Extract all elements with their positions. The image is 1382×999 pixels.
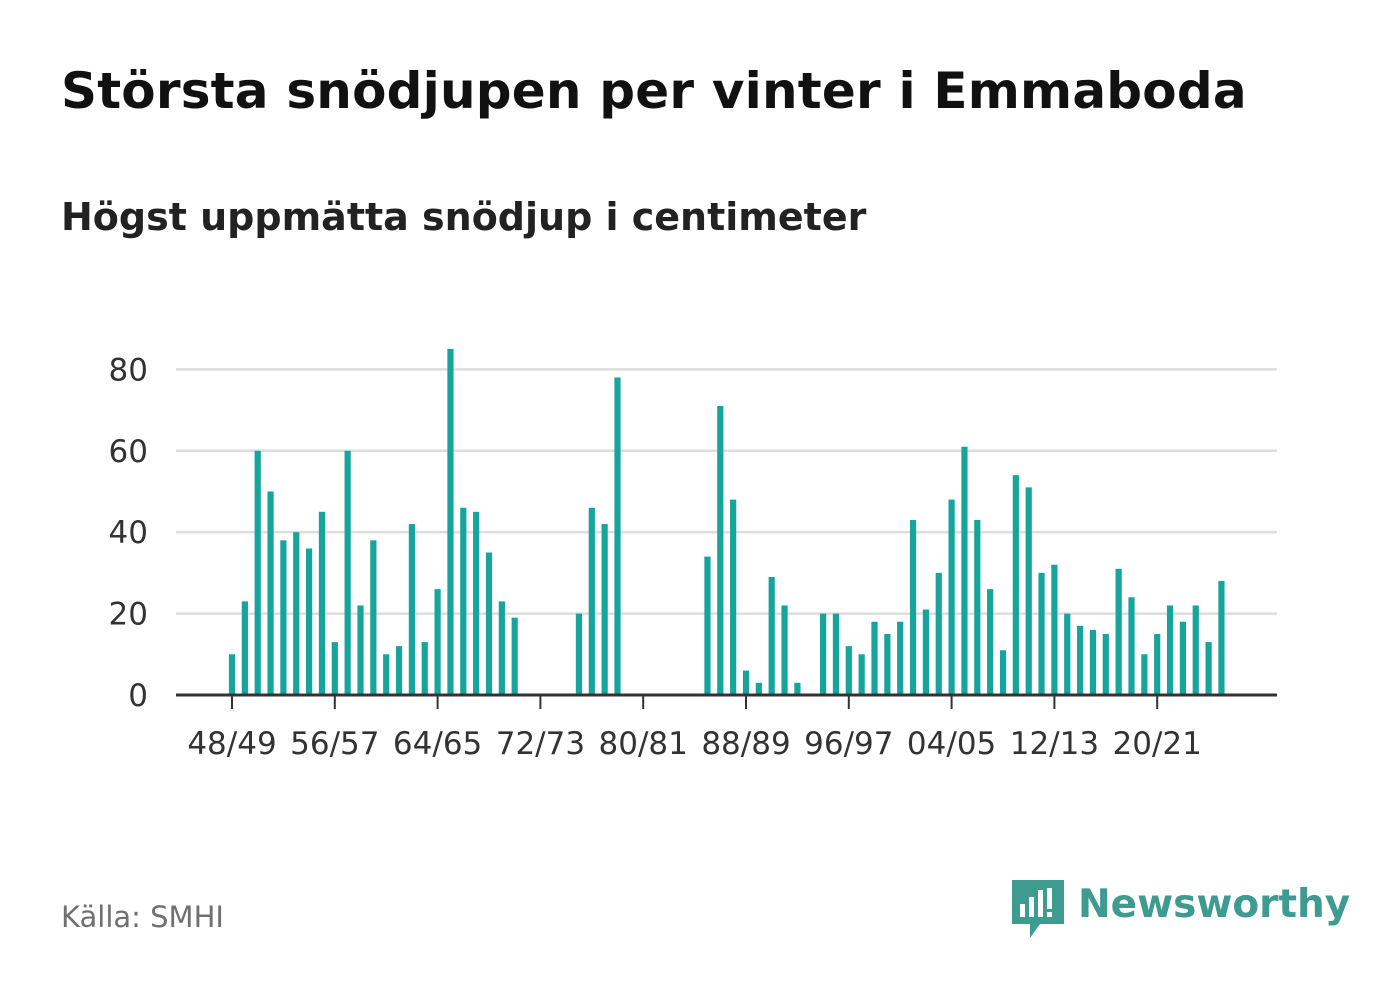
bar <box>704 556 711 695</box>
bar <box>331 642 338 695</box>
bar <box>293 532 300 695</box>
x-tick-label: 20/21 <box>1113 726 1202 762</box>
bar <box>1141 654 1148 695</box>
bar <box>601 524 608 695</box>
bar <box>1166 605 1174 695</box>
bar <box>473 511 480 695</box>
bar <box>267 491 274 695</box>
newsworthy-bar-chart-icon <box>1012 880 1064 938</box>
bar <box>318 511 326 695</box>
x-tick-label: 04/05 <box>907 726 996 762</box>
bar <box>1102 633 1109 695</box>
bar <box>1192 605 1199 695</box>
bar <box>1128 597 1135 695</box>
x-tick-label: 88/89 <box>701 726 790 762</box>
y-axis-ticks: 0 20 40 60 80 <box>109 352 148 714</box>
x-tick-label: 96/97 <box>804 726 893 762</box>
brand-name: Newsworthy <box>1078 882 1351 927</box>
bar <box>755 682 762 695</box>
bar <box>884 633 891 695</box>
brand-logo: Newsworthy <box>1010 878 1350 944</box>
bar <box>987 589 994 695</box>
bar <box>447 349 454 695</box>
bar <box>1025 487 1032 695</box>
x-tick-label: 56/57 <box>290 726 379 762</box>
bar-chart: 0 20 40 60 80 48/49 56/57 64/65 72/73 80/81 88/89… <box>109 349 1277 762</box>
bar <box>395 646 403 695</box>
bars <box>228 349 1225 695</box>
bar <box>254 450 261 695</box>
bar <box>485 552 493 695</box>
bar <box>730 499 737 695</box>
x-axis-ticks: 48/49 56/57 64/65 72/73 80/81 88/89 96/97 04/05… <box>187 695 1202 762</box>
bar <box>922 609 929 695</box>
bar <box>511 617 518 695</box>
bar <box>871 621 878 695</box>
bar <box>781 605 788 695</box>
bar <box>820 613 827 695</box>
x-tick-label: 12/13 <box>1010 726 1099 762</box>
bar <box>794 682 801 695</box>
bar <box>1218 581 1225 695</box>
bar <box>357 605 364 695</box>
bar <box>961 446 968 695</box>
bar <box>1154 633 1161 695</box>
bar <box>408 524 415 695</box>
bar <box>1179 621 1186 695</box>
bar <box>614 377 621 695</box>
bar <box>1051 564 1058 695</box>
bar <box>832 613 840 695</box>
bar <box>575 613 583 695</box>
bar <box>588 507 595 695</box>
bar <box>935 572 942 695</box>
bar <box>228 654 236 695</box>
bar <box>1012 475 1019 695</box>
source-label: Källa: SMHI <box>61 900 224 934</box>
y-tick-label: 80 <box>109 352 148 388</box>
x-tick-label: 80/81 <box>599 726 688 762</box>
bar <box>909 519 917 695</box>
bar <box>434 589 441 695</box>
bar <box>1038 572 1045 695</box>
bar <box>717 405 724 695</box>
bar <box>241 601 248 695</box>
x-tick-label: 64/65 <box>393 726 482 762</box>
bar <box>306 548 313 695</box>
bar <box>999 650 1007 695</box>
bar <box>370 540 377 695</box>
x-tick-label: 48/49 <box>187 726 276 762</box>
y-tick-label: 0 <box>128 678 148 714</box>
bar <box>1205 642 1212 695</box>
y-tick-label: 40 <box>109 515 148 551</box>
bar <box>858 654 865 695</box>
bar <box>1064 613 1071 695</box>
bar <box>421 642 428 695</box>
bar <box>1089 629 1097 695</box>
bar <box>1077 625 1084 695</box>
bar <box>460 507 467 695</box>
y-tick-label: 60 <box>109 434 148 470</box>
bar <box>280 540 287 695</box>
bar <box>768 576 775 695</box>
bar <box>1115 568 1122 695</box>
bar <box>498 601 505 695</box>
bar <box>742 670 750 695</box>
bar <box>344 450 351 695</box>
bar <box>948 499 955 695</box>
bar <box>897 621 904 695</box>
bar <box>845 646 852 695</box>
gridlines <box>176 368 1277 615</box>
x-tick-label: 72/73 <box>496 726 585 762</box>
y-tick-label: 20 <box>109 597 148 633</box>
chart-subtitle: Högst uppmätta snödjup i centimeter <box>61 195 867 239</box>
chart-title: Största snödjupen per vinter i Emmaboda <box>61 62 1247 120</box>
bar <box>974 519 981 695</box>
bar <box>383 654 390 695</box>
